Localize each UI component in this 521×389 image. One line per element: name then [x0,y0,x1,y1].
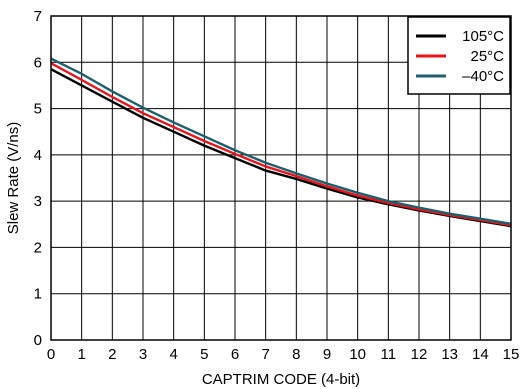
x-tick-label: 7 [261,346,269,363]
x-tick-label: 3 [139,346,147,363]
x-tick-label: 1 [77,346,85,363]
series-line-1 [50,62,512,227]
x-tick-label: 6 [231,346,239,363]
y-tick-label: 5 [34,101,42,118]
x-tick-label: 4 [169,346,177,363]
series-lines [50,57,512,228]
y-tick-label: 6 [34,54,42,71]
x-tick-label: 15 [503,346,520,363]
legend: 105°C 25°C –40°C [407,16,511,95]
x-tick-label: 8 [292,346,300,363]
y-tick-label: 0 [34,332,42,349]
legend-label-2: –40°C [462,68,504,85]
x-tick-label: 13 [441,346,458,363]
legend-label-1: 25°C [470,48,504,65]
y-tick-label: 2 [34,239,42,256]
x-tick-label: 10 [349,346,366,363]
x-tick-label: 14 [472,346,489,363]
y-tick-label: 7 [34,8,42,25]
x-tick-label: 2 [108,346,116,363]
y-tick-label: 3 [34,193,42,210]
x-tick-label: 9 [323,346,331,363]
x-tick-label: 11 [381,346,397,363]
x-tick-label: 5 [200,346,208,363]
y-axis-title: Slew Rate (V/ns) [5,122,22,235]
series-line-2 [50,57,512,226]
x-tick-label: 12 [411,346,428,363]
plot-frame [50,15,512,341]
x-axis-title: CAPTRIM CODE (4-bit) [202,371,360,388]
legend-label-0: 105°C [462,28,504,45]
y-tick-label: 1 [34,286,42,303]
y-tick-label: 4 [34,147,42,164]
x-tick-label: 0 [47,346,55,363]
